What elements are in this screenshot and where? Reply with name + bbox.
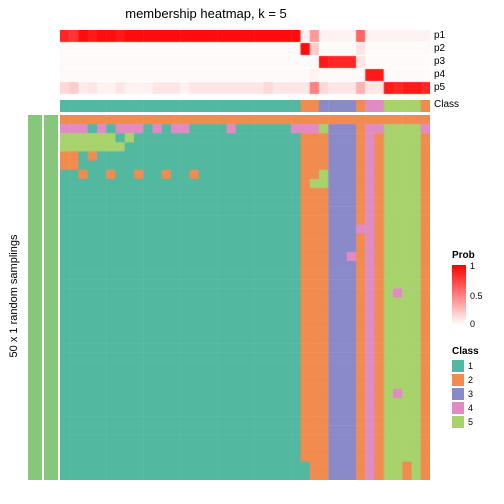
left-strip-samplings [28,115,42,480]
legend-swatch [452,402,464,414]
heatmap-body [60,115,430,480]
legend-label: 5 [468,417,473,427]
legend-swatch [452,416,464,428]
legend-label: 2 [468,375,473,385]
legend-prob-colorbar [452,265,466,325]
legend-prob-tick: 0 [470,319,475,329]
legend-class-item: 1 [452,360,473,372]
annotation-label: p4 [434,69,445,80]
legend-class-item: 2 [452,374,473,386]
annotation-label: p1 [434,30,445,41]
legend-prob-tick: 1 [470,261,475,271]
legend-class-item: 5 [452,416,473,428]
legend-label: 1 [468,361,473,371]
legend-prob-title: Prob [452,250,475,261]
legend-label: 3 [468,389,473,399]
legend-swatch [452,374,464,386]
annotation-label: Class [434,99,459,110]
class-annotation-row [60,100,430,112]
chart-title: membership heatmap, k = 5 [96,6,316,21]
legend-class-item: 4 [452,402,473,414]
legend-prob-tick: 0.5 [470,291,483,301]
legend-class-title: Class [452,346,479,357]
probability-rows [60,30,430,95]
legend-class-item: 3 [452,388,473,400]
y-label-outer: 50 x 1 random samplings [8,196,20,396]
legend-label: 4 [468,403,473,413]
annotation-label: p2 [434,43,445,54]
annotation-label: p5 [434,82,445,93]
left-strip-rows [44,115,58,480]
legend-swatch [452,360,464,372]
annotation-label: p3 [434,56,445,67]
legend-swatch [452,388,464,400]
